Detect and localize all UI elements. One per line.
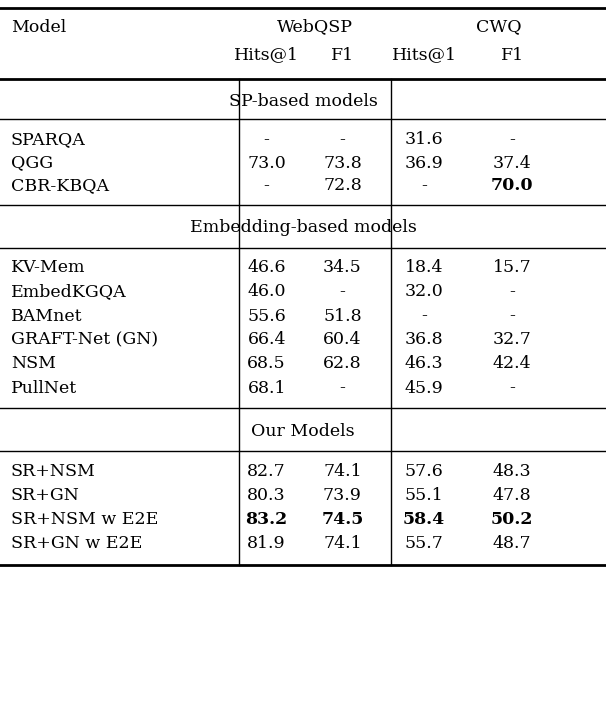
Text: 68.1: 68.1 bbox=[247, 380, 286, 396]
Text: 36.8: 36.8 bbox=[405, 332, 444, 349]
Text: 73.0: 73.0 bbox=[247, 155, 286, 172]
Text: 46.0: 46.0 bbox=[247, 283, 286, 300]
Text: 68.5: 68.5 bbox=[247, 356, 286, 373]
Text: 74.5: 74.5 bbox=[321, 510, 364, 528]
Text: 51.8: 51.8 bbox=[323, 307, 362, 324]
Text: WebQSP: WebQSP bbox=[277, 18, 353, 36]
Text: 15.7: 15.7 bbox=[493, 259, 531, 276]
Text: 58.4: 58.4 bbox=[403, 510, 445, 528]
Text: 73.9: 73.9 bbox=[323, 486, 362, 503]
Text: SP-based models: SP-based models bbox=[228, 92, 378, 109]
Text: SR+GN: SR+GN bbox=[11, 486, 80, 503]
Text: 48.7: 48.7 bbox=[493, 535, 531, 552]
Text: SR+NSM w E2E: SR+NSM w E2E bbox=[11, 510, 158, 528]
Text: 46.3: 46.3 bbox=[405, 356, 444, 373]
Text: -: - bbox=[264, 131, 270, 148]
Text: Hits@1: Hits@1 bbox=[391, 46, 457, 63]
Text: 80.3: 80.3 bbox=[247, 486, 286, 503]
Text: 81.9: 81.9 bbox=[247, 535, 286, 552]
Text: 55.1: 55.1 bbox=[405, 486, 444, 503]
Text: F1: F1 bbox=[501, 46, 524, 63]
Text: CWQ: CWQ bbox=[476, 18, 521, 36]
Text: QGG: QGG bbox=[11, 155, 53, 172]
Text: 82.7: 82.7 bbox=[247, 462, 286, 479]
Text: 62.8: 62.8 bbox=[323, 356, 362, 373]
Text: Model: Model bbox=[11, 18, 66, 36]
Text: CBR-KBQA: CBR-KBQA bbox=[11, 178, 109, 195]
Text: Embedding-based models: Embedding-based models bbox=[190, 219, 416, 236]
Text: -: - bbox=[339, 283, 345, 300]
Text: 74.1: 74.1 bbox=[323, 462, 362, 479]
Text: -: - bbox=[339, 131, 345, 148]
Text: SR+GN w E2E: SR+GN w E2E bbox=[11, 535, 142, 552]
Text: 34.5: 34.5 bbox=[323, 259, 362, 276]
Text: -: - bbox=[421, 307, 427, 324]
Text: 60.4: 60.4 bbox=[323, 332, 362, 349]
Text: 55.7: 55.7 bbox=[405, 535, 444, 552]
Text: 70.0: 70.0 bbox=[491, 178, 533, 195]
Text: -: - bbox=[421, 178, 427, 195]
Text: 83.2: 83.2 bbox=[245, 510, 288, 528]
Text: F1: F1 bbox=[331, 46, 354, 63]
Text: 74.1: 74.1 bbox=[323, 535, 362, 552]
Text: 46.6: 46.6 bbox=[247, 259, 286, 276]
Text: -: - bbox=[509, 131, 515, 148]
Text: 47.8: 47.8 bbox=[493, 486, 531, 503]
Text: 36.9: 36.9 bbox=[405, 155, 444, 172]
Text: 57.6: 57.6 bbox=[405, 462, 444, 479]
Text: 32.7: 32.7 bbox=[493, 332, 531, 349]
Text: -: - bbox=[509, 283, 515, 300]
Text: EmbedKGQA: EmbedKGQA bbox=[11, 283, 127, 300]
Text: -: - bbox=[264, 178, 270, 195]
Text: -: - bbox=[509, 307, 515, 324]
Text: -: - bbox=[339, 380, 345, 396]
Text: -: - bbox=[509, 380, 515, 396]
Text: 42.4: 42.4 bbox=[493, 356, 531, 373]
Text: 72.8: 72.8 bbox=[323, 178, 362, 195]
Text: SPARQA: SPARQA bbox=[11, 131, 85, 148]
Text: NSM: NSM bbox=[11, 356, 56, 373]
Text: 37.4: 37.4 bbox=[493, 155, 531, 172]
Text: GRAFT-Net (GN): GRAFT-Net (GN) bbox=[11, 332, 158, 349]
Text: 31.6: 31.6 bbox=[405, 131, 444, 148]
Text: BAMnet: BAMnet bbox=[11, 307, 82, 324]
Text: SR+NSM: SR+NSM bbox=[11, 462, 96, 479]
Text: 32.0: 32.0 bbox=[405, 283, 444, 300]
Text: 48.3: 48.3 bbox=[493, 462, 531, 479]
Text: KV-Mem: KV-Mem bbox=[11, 259, 85, 276]
Text: 66.4: 66.4 bbox=[247, 332, 286, 349]
Text: Hits@1: Hits@1 bbox=[234, 46, 299, 63]
Text: PullNet: PullNet bbox=[11, 380, 77, 396]
Text: Our Models: Our Models bbox=[251, 422, 355, 439]
Text: 73.8: 73.8 bbox=[323, 155, 362, 172]
Text: 55.6: 55.6 bbox=[247, 307, 286, 324]
Text: 45.9: 45.9 bbox=[405, 380, 444, 396]
Text: 18.4: 18.4 bbox=[405, 259, 444, 276]
Text: 50.2: 50.2 bbox=[491, 510, 533, 528]
